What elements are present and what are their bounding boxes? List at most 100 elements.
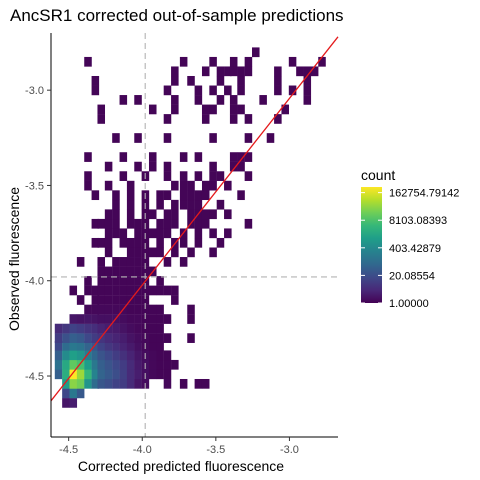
heatmap-cell [69, 398, 78, 408]
heatmap-cell [148, 340, 157, 351]
heatmap-cell [134, 314, 142, 324]
heatmap-cell [97, 257, 106, 267]
axes: -4.5 -4.0 -3.5 -3.0 -4.5 -4.0 -3.5 -3.0 [25, 33, 338, 456]
heatmap-cell [126, 323, 135, 334]
heatmap-cell [119, 237, 128, 248]
heatmap-cell [171, 209, 179, 220]
heatmap-cell [134, 161, 142, 172]
heatmap-cell [112, 285, 120, 296]
heatmap-cell [209, 56, 217, 67]
heatmap-cell [91, 218, 100, 229]
heatmap-cell [62, 398, 70, 408]
heatmap-cell [126, 285, 135, 296]
chart-title: AncSR1 corrected out-of-sample predictio… [10, 6, 344, 25]
heatmap-cell [126, 350, 135, 361]
heatmap-cell [224, 228, 232, 239]
heatmap-cell [104, 237, 113, 248]
heatmap-cell [97, 369, 106, 380]
heatmap-cell [76, 369, 85, 380]
heatmap-cell [119, 359, 128, 370]
heatmap-cell [97, 114, 106, 124]
heatmap-cell [119, 285, 128, 296]
heatmap-cell [229, 161, 238, 172]
heatmap-cell [288, 85, 297, 96]
heatmap-cell [171, 199, 179, 210]
heatmap-cell [126, 314, 135, 324]
y-tick-label: -4.5 [25, 371, 44, 383]
heatmap-cell [201, 180, 210, 191]
heatmap-cell [104, 340, 113, 351]
heatmap-cell [76, 359, 85, 370]
heatmap-cell [119, 295, 128, 305]
heatmap-cell [156, 314, 164, 324]
heatmap-cell [216, 75, 225, 86]
heatmap-cell [119, 266, 128, 277]
heatmap-cell [303, 75, 312, 86]
heatmap-cell [91, 333, 100, 343]
heatmap-cell [171, 218, 179, 229]
heatmap-cell [148, 359, 157, 370]
heatmap-cell [303, 66, 312, 77]
heatmap-cell [156, 350, 164, 361]
heatmap-cell [229, 56, 238, 67]
heatmap-cell [179, 190, 188, 201]
heatmap-cell [187, 180, 195, 191]
heatmap-cell [91, 75, 100, 86]
heatmap-cell [163, 333, 172, 343]
heatmap-cell [62, 388, 70, 399]
heatmap-cell [163, 209, 172, 220]
heatmap-cell [69, 314, 78, 324]
heatmap-cell [76, 388, 85, 399]
heatmap-cell [141, 266, 150, 277]
heatmap-cell [104, 180, 113, 191]
heatmap-cell [163, 161, 172, 172]
x-tick-label: -3.0 [280, 444, 299, 456]
legend-tick-label: 20.08554 [389, 270, 435, 282]
heatmap-cell [112, 133, 120, 143]
heatmap-cell [148, 228, 157, 239]
heatmap-cell [224, 209, 232, 220]
heatmap-cell [119, 333, 128, 343]
heatmap-cell [141, 257, 150, 267]
heatmap-cell [76, 323, 85, 334]
heatmap-cell [229, 114, 238, 124]
heatmap-cell [209, 171, 217, 181]
heatmap-cell [134, 350, 142, 361]
heatmap-cell [76, 340, 85, 351]
heatmap-cell [179, 257, 188, 267]
heatmap-cell [194, 218, 203, 229]
heatmap-cell [112, 359, 120, 370]
heatmap-cell [141, 295, 150, 305]
heatmap-cell [156, 247, 164, 258]
heatmap-cell [303, 95, 312, 105]
legend-colorbar [361, 187, 382, 303]
heatmap-cell [163, 218, 172, 229]
heatmap-cell [84, 285, 92, 296]
heatmap-cell [104, 359, 113, 370]
heatmap-cell [119, 369, 128, 380]
heatmap-cell [112, 304, 120, 315]
heatmap-cell [62, 333, 70, 343]
heatmap-cell [126, 340, 135, 351]
heatmap-cell [134, 333, 142, 343]
heatmap-cell [97, 340, 106, 351]
heatmap-cell [163, 359, 172, 370]
heatmap-cell [201, 66, 210, 77]
heatmap-cell [171, 66, 179, 77]
heatmap-cell [134, 359, 142, 370]
heatmap-cell [244, 133, 253, 143]
heatmap-cell [216, 199, 225, 210]
heatmap-cell [84, 276, 92, 286]
heatmap-cell [209, 161, 217, 172]
heatmap-cell [281, 104, 289, 115]
heatmap-cell [194, 378, 203, 389]
heatmap-cell [126, 369, 135, 380]
heatmap-cell [69, 285, 78, 296]
heatmap-cell [84, 56, 92, 67]
heatmap-cell [134, 133, 142, 143]
heatmap-cell [134, 257, 142, 267]
heatmap-cell [141, 314, 150, 324]
heatmap-cell [134, 304, 142, 315]
heatmap-cell [296, 66, 304, 77]
heatmap-cell [119, 350, 128, 361]
